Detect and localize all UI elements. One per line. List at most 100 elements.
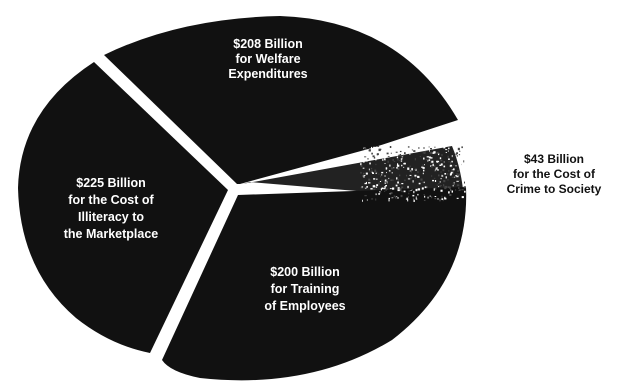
texture-speck <box>445 152 447 153</box>
texture-speck <box>418 147 420 149</box>
texture-speck <box>414 174 417 177</box>
texture-speck <box>368 168 370 171</box>
texture-speck <box>367 158 369 160</box>
texture-speck <box>371 146 373 149</box>
texture-speck <box>371 171 373 173</box>
texture-speck <box>376 184 379 187</box>
texture-speck <box>362 199 363 202</box>
texture-speck <box>365 181 367 184</box>
texture-speck <box>402 155 404 157</box>
texture-speck <box>424 195 426 198</box>
texture-speck <box>415 188 418 192</box>
texture-speck <box>360 165 363 167</box>
texture-speck <box>409 174 412 176</box>
texture-speck <box>392 149 394 151</box>
texture-speck <box>384 158 386 161</box>
texture-speck <box>379 148 382 150</box>
texture-speck <box>407 150 409 152</box>
texture-speck <box>375 157 377 159</box>
texture-speck <box>442 169 445 172</box>
texture-speck <box>372 155 375 157</box>
texture-speck <box>456 174 458 177</box>
texture-speck <box>395 151 398 153</box>
texture-speck <box>448 158 450 160</box>
texture-speck <box>441 175 443 177</box>
texture-speck <box>366 186 368 188</box>
texture-speck <box>431 160 434 163</box>
texture-speck <box>421 181 424 183</box>
texture-speck <box>409 165 411 167</box>
texture-speck <box>409 152 411 155</box>
texture-speck <box>373 156 376 159</box>
texture-speck <box>439 181 441 183</box>
texture-speck <box>443 184 445 186</box>
texture-speck <box>437 198 439 200</box>
texture-speck <box>411 189 413 191</box>
texture-speck <box>450 189 452 191</box>
texture-speck <box>408 196 409 198</box>
texture-speck <box>413 190 415 194</box>
texture-speck <box>366 159 368 162</box>
texture-speck <box>410 177 412 179</box>
texture-speck <box>445 149 448 151</box>
texture-speck <box>414 198 417 200</box>
texture-speck <box>441 195 443 198</box>
texture-speck <box>394 195 396 198</box>
texture-speck <box>424 151 426 153</box>
texture-speck <box>401 190 403 193</box>
texture-speck <box>451 160 453 163</box>
texture-speck <box>377 146 380 147</box>
texture-speck <box>427 196 429 199</box>
texture-speck <box>381 187 384 190</box>
texture-speck <box>387 156 390 157</box>
texture-speck <box>406 197 408 200</box>
texture-speck <box>407 167 410 170</box>
texture-speck <box>406 174 408 177</box>
texture-speck <box>434 187 437 190</box>
texture-speck <box>410 146 412 149</box>
texture-speck <box>455 153 457 155</box>
texture-speck <box>414 169 416 171</box>
texture-speck <box>431 175 433 177</box>
texture-speck <box>443 161 445 163</box>
slice-label-4-line-2: for the Cost of <box>68 193 154 207</box>
texture-speck <box>365 172 368 175</box>
texture-speck <box>374 152 377 155</box>
texture-speck <box>378 173 380 175</box>
pie-slice-1 <box>104 16 458 184</box>
texture-speck <box>428 146 430 148</box>
texture-speck <box>459 189 461 191</box>
texture-speck <box>446 179 450 181</box>
slice-label-3-line-1: $200 Billion <box>270 265 339 279</box>
texture-speck <box>430 161 432 164</box>
texture-speck <box>370 170 373 172</box>
texture-speck <box>400 188 402 192</box>
slice-label-2-line-1: $43 Billion <box>524 152 584 166</box>
texture-speck <box>364 187 367 189</box>
texture-speck <box>427 160 429 162</box>
texture-speck <box>376 186 378 188</box>
texture-speck <box>368 178 371 181</box>
texture-speck <box>396 197 399 199</box>
texture-speck <box>376 154 379 156</box>
texture-speck <box>448 161 450 163</box>
texture-speck <box>452 182 455 185</box>
texture-speck <box>452 185 454 187</box>
slice-labels: $208 Billion for Welfare Expenditures $43 B… <box>64 37 602 313</box>
texture-speck <box>463 148 466 151</box>
texture-speck <box>395 184 398 187</box>
texture-speck <box>455 189 457 191</box>
texture-speck <box>450 169 453 171</box>
texture-speck <box>391 172 393 174</box>
texture-speck <box>391 167 393 170</box>
texture-speck <box>392 179 394 181</box>
texture-speck <box>363 175 366 176</box>
texture-speck <box>451 176 454 178</box>
texture-speck <box>449 164 453 167</box>
texture-speck <box>434 146 436 148</box>
texture-speck <box>461 196 464 199</box>
slice-label-3-line-2: for Training <box>271 282 340 296</box>
texture-speck <box>388 170 391 172</box>
texture-speck <box>417 188 421 191</box>
